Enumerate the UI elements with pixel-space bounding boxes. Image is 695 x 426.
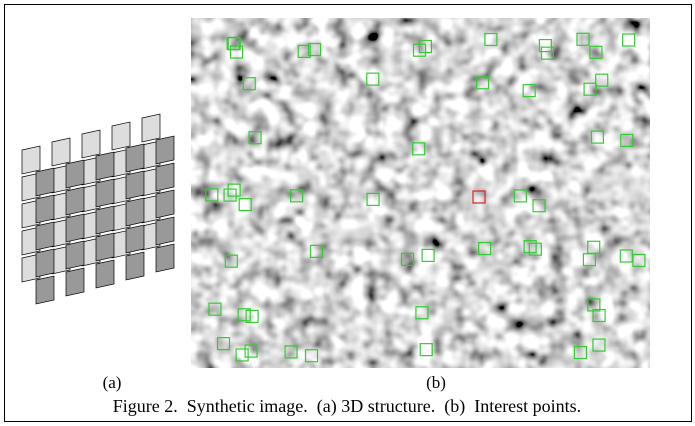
panel (126, 171, 144, 199)
panel (156, 136, 174, 164)
panel (96, 152, 114, 180)
panel (156, 163, 174, 191)
panel (96, 179, 114, 207)
panel (96, 206, 114, 234)
panel-label: (a) (103, 373, 122, 392)
panel (156, 190, 174, 218)
panel (66, 268, 84, 296)
synthetic-image (191, 18, 650, 368)
panel (96, 233, 114, 261)
panel (126, 225, 144, 253)
panel (36, 222, 54, 250)
panel (36, 195, 54, 223)
panel (66, 187, 84, 215)
panel (142, 114, 160, 142)
panel (52, 138, 70, 166)
panel (126, 144, 144, 172)
panel (36, 168, 54, 196)
panel (66, 160, 84, 188)
panel (112, 122, 130, 150)
panel (156, 244, 174, 272)
panel (96, 260, 114, 288)
page: (a) (b) Figure 2. Synthetic image. (a) 3… (0, 0, 695, 426)
panel (126, 198, 144, 226)
panel (126, 252, 144, 280)
panel (66, 214, 84, 242)
figure: (a) (b) Figure 2. Synthetic image. (a) 3… (0, 0, 695, 426)
panel-label: (b) (426, 373, 446, 392)
panel (156, 217, 174, 245)
panel (66, 241, 84, 269)
panel (36, 249, 54, 277)
caption: Figure 2. Synthetic image. (a) 3D struct… (113, 396, 581, 417)
panel (36, 276, 54, 304)
panel (22, 146, 40, 174)
panel (82, 130, 100, 158)
